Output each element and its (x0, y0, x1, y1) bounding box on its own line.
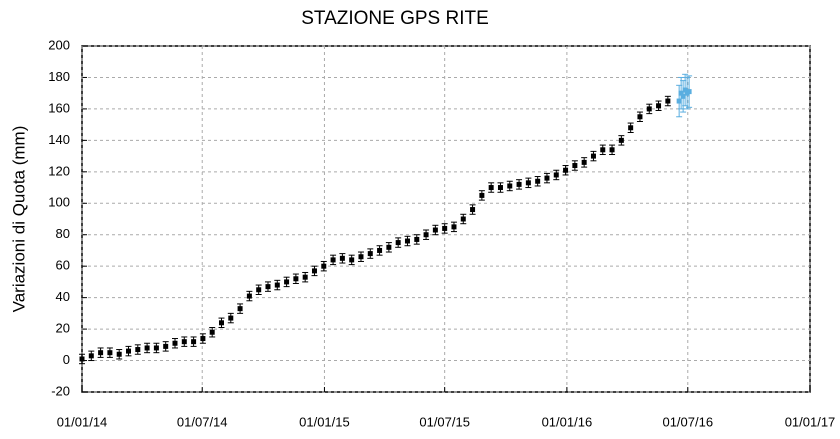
point (678, 90, 684, 96)
point (488, 185, 494, 191)
point (544, 175, 550, 181)
point (686, 89, 692, 95)
point (414, 236, 420, 242)
point (600, 147, 606, 153)
point (395, 240, 401, 246)
point (339, 255, 345, 261)
x-tick-label: 01/01/16 (542, 414, 593, 429)
y-tick-label: 120 (48, 163, 70, 178)
point (88, 353, 94, 359)
point (358, 254, 364, 260)
point (246, 293, 252, 299)
point (680, 93, 686, 99)
point (646, 106, 652, 112)
y-tick-label: 180 (48, 69, 70, 84)
point (302, 274, 308, 280)
point (581, 159, 587, 165)
point (432, 227, 438, 233)
point (535, 178, 541, 184)
point (284, 279, 290, 285)
point (172, 340, 178, 346)
point (460, 216, 466, 222)
y-tick-label: 0 (63, 352, 70, 367)
y-tick-label: 200 (48, 37, 70, 52)
point (209, 329, 215, 335)
point (637, 114, 643, 120)
point (367, 251, 373, 257)
point (330, 257, 336, 263)
point (479, 192, 485, 198)
point (563, 167, 569, 173)
y-tick-label: 20 (56, 321, 70, 336)
point (144, 345, 150, 351)
point (200, 336, 206, 342)
point (497, 185, 503, 191)
x-tick-label: 01/01/15 (299, 414, 350, 429)
point (125, 348, 131, 354)
chart-title: STAZIONE GPS RITE (301, 8, 489, 29)
point (618, 137, 624, 143)
point (311, 268, 317, 274)
point (572, 163, 578, 169)
point (516, 181, 522, 187)
point (163, 343, 169, 349)
point (682, 87, 688, 93)
y-tick-label: 80 (56, 226, 70, 241)
point (676, 98, 682, 104)
point (228, 315, 234, 321)
point (386, 244, 392, 250)
point (423, 232, 429, 238)
point (256, 287, 262, 293)
x-tick-label: 01/01/17 (785, 414, 836, 429)
point (265, 284, 271, 290)
point (116, 351, 122, 357)
point (237, 306, 243, 312)
point (98, 350, 104, 356)
x-tick-label: 01/07/15 (419, 414, 470, 429)
point (470, 207, 476, 213)
point (349, 257, 355, 263)
y-tick-label: 140 (48, 132, 70, 147)
x-tick-label: 01/07/16 (662, 414, 713, 429)
point (191, 339, 197, 345)
point (107, 350, 113, 356)
point (525, 180, 531, 186)
point (507, 183, 513, 189)
y-axis-label: Variazioni di Quota (mm) (9, 126, 28, 313)
x-tick-label: 01/07/14 (177, 414, 228, 429)
x-tick-label: 01/01/14 (57, 414, 108, 429)
y-tick-label: 100 (48, 195, 70, 210)
point (442, 225, 448, 231)
y-tick-label: 40 (56, 289, 70, 304)
point (377, 247, 383, 253)
point (79, 356, 85, 362)
point (135, 347, 141, 353)
point (153, 345, 159, 351)
point (628, 125, 634, 131)
point (665, 98, 671, 104)
point (321, 263, 327, 269)
point (293, 276, 299, 282)
point (656, 103, 662, 109)
point (451, 224, 457, 230)
point (274, 282, 280, 288)
point (181, 339, 187, 345)
point (218, 320, 224, 326)
y-tick-label: -20 (51, 383, 70, 398)
point (404, 238, 410, 244)
plot-frame (81, 45, 811, 393)
point (609, 147, 615, 153)
y-tick-label: 60 (56, 258, 70, 273)
y-tick-label: 160 (48, 100, 70, 115)
point (553, 172, 559, 178)
point (590, 153, 596, 159)
